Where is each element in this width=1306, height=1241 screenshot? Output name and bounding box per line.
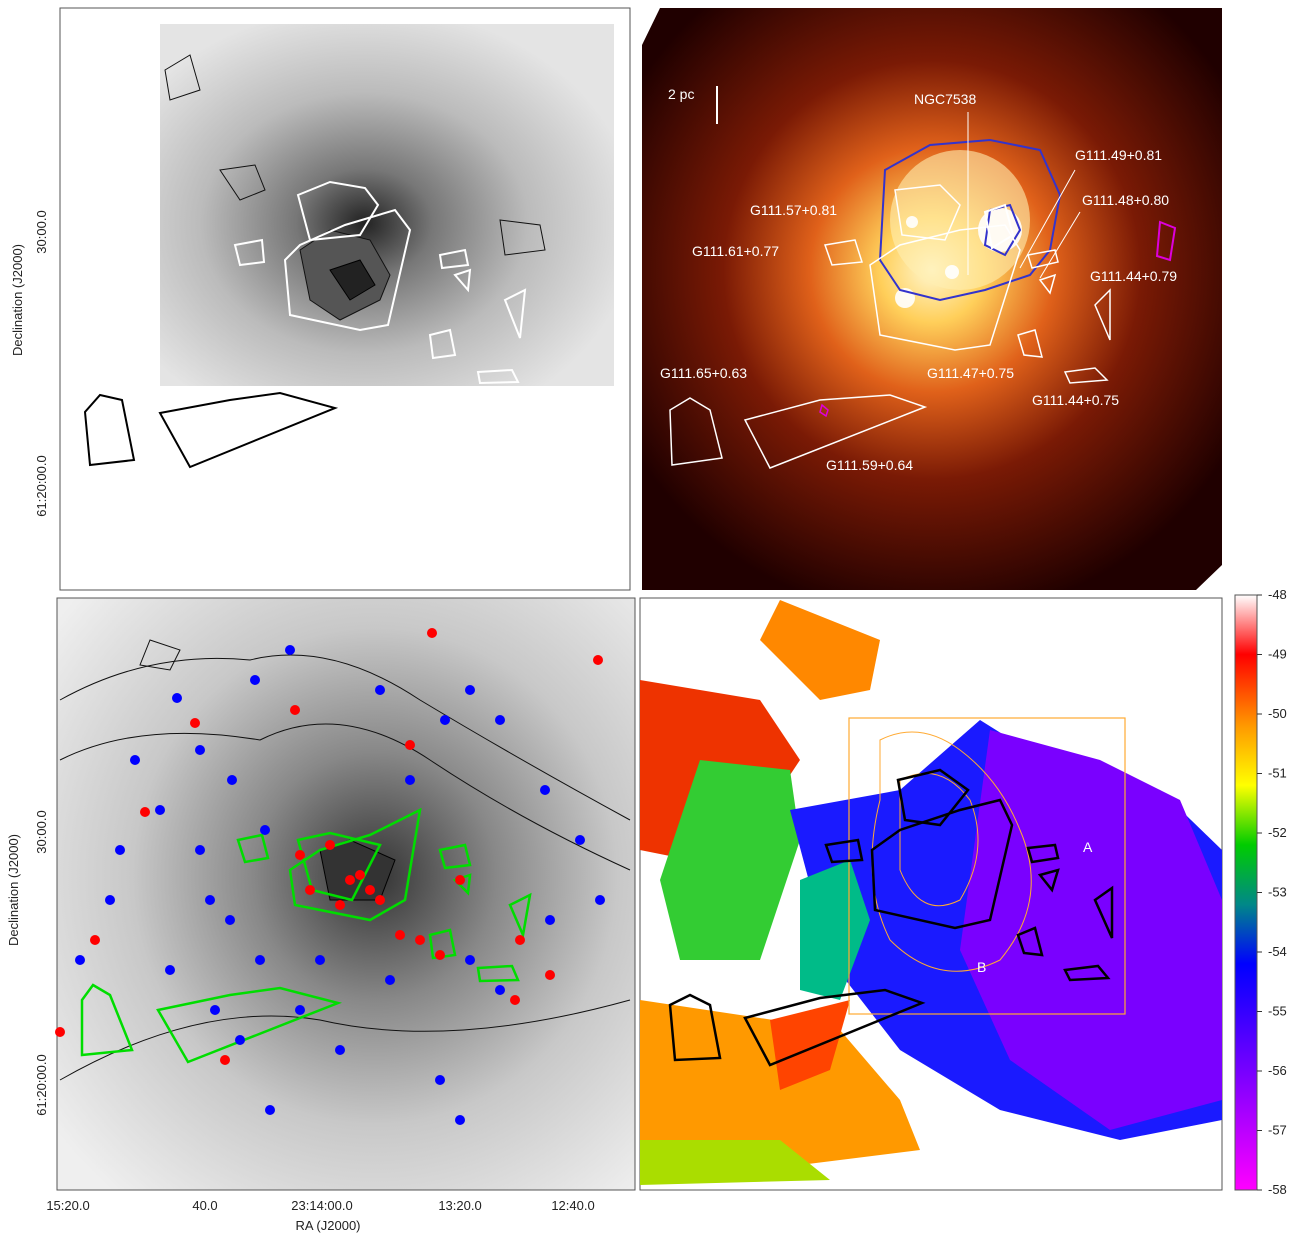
region-letter-b: B: [977, 959, 986, 975]
label-g111-44-79: G111.44+0.79: [1090, 268, 1177, 284]
scale-bar-label: 2 pc: [668, 86, 694, 102]
colorbar-tick-label: -50: [1268, 706, 1287, 721]
dec-tick-6120-bottom: 61:20:00.0: [34, 1054, 49, 1115]
dec-tick-30: 30:00.0: [34, 210, 49, 253]
region-letter-a: A: [1083, 839, 1093, 855]
green-regions: [80, 807, 532, 1064]
red-points: [55, 628, 603, 1065]
dec-tick-6120: 61:20:00.0: [34, 455, 49, 516]
ra-tick-3: 23:14:00.0: [291, 1198, 352, 1213]
colorbar-tick-label: -55: [1268, 1004, 1287, 1019]
ra-tick-5: 12:40.0: [551, 1198, 594, 1213]
colorbar-tick-label: -53: [1268, 885, 1287, 900]
ra-tick-4: 13:20.0: [438, 1198, 481, 1213]
label-g111-65: G111.65+0.63: [660, 365, 747, 381]
colorbar-tick-label: -48: [1268, 587, 1287, 602]
colorbar-tick-label: -56: [1268, 1063, 1287, 1078]
ra-tick-2: 40.0: [192, 1198, 217, 1213]
colorbar-tick-label: -49: [1268, 647, 1287, 662]
colorbar-tick-label: -51: [1268, 766, 1287, 781]
colorbar-tick-label: -52: [1268, 825, 1287, 840]
panel-bottom-left: Declination (J2000) 30:00.0 61:20:00.0 1…: [6, 597, 636, 1233]
colorbar: -48 -49 -50 -51 -52 -53 -54 -55 -56 -57 -58: [1234, 587, 1287, 1197]
panel-top-left: Declination (J2000) 30:00.0 61:20:00.0: [10, 7, 631, 591]
ra-axis-label: RA (J2000): [295, 1218, 360, 1233]
panel-bottom-right: A B: [639, 597, 1223, 1191]
gray-map: [160, 24, 614, 386]
label-g111-44-75: G111.44+0.75: [1032, 392, 1119, 408]
dec-axis-label-bottom: Declination (J2000): [6, 834, 21, 946]
label-g111-47: G111.47+0.75: [927, 365, 1014, 381]
blue-contour: [878, 138, 1062, 302]
label-g111-49: G111.49+0.81: [1075, 147, 1162, 163]
label-g111-59: G111.59+0.64: [826, 457, 913, 473]
colorbar-tick-label: -58: [1268, 1182, 1287, 1197]
label-g111-61: G111.61+0.77: [692, 243, 779, 259]
blue-points: [75, 645, 605, 1125]
label-ngc7538: NGC7538: [914, 91, 976, 107]
ra-tick-1: 15:20.0: [46, 1198, 89, 1213]
colorbar-tick-label: -57: [1268, 1123, 1287, 1138]
colorbar-tick-label: -54: [1268, 944, 1287, 959]
dec-tick-30-bottom: 30:00.0: [34, 810, 49, 853]
label-g111-48: G111.48+0.80: [1082, 192, 1169, 208]
dec-axis-label-top: Declination (J2000): [10, 244, 25, 356]
panel-top-right: 2 pc NGC7538 G111.49+0.81 G111.48+0.80 G…: [642, 8, 1222, 590]
label-g111-57: G111.57+0.81: [750, 202, 837, 218]
